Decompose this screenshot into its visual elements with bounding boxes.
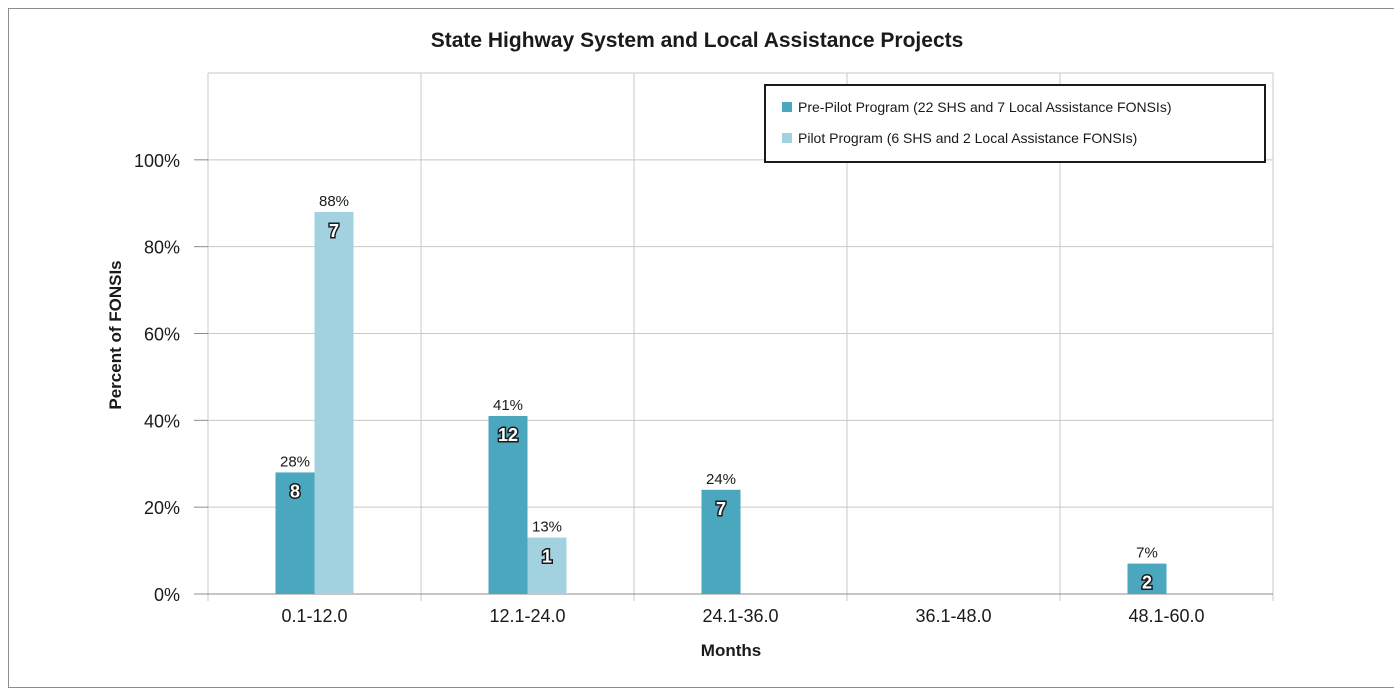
x-tick-label: 48.1-60.0 xyxy=(1128,606,1204,626)
x-tick-label: 24.1-36.0 xyxy=(702,606,778,626)
x-tick-label: 0.1-12.0 xyxy=(281,606,347,626)
percent-label: 28% xyxy=(280,453,310,470)
legend-box xyxy=(764,84,1266,163)
count-label: 1 xyxy=(542,547,552,567)
bar xyxy=(275,472,315,594)
y-axis-title: Percent of FONSIs xyxy=(106,260,125,409)
percent-label: 41% xyxy=(493,397,523,414)
count-label: 7 xyxy=(329,221,339,241)
bar xyxy=(1127,563,1167,594)
y-tick-label: 60% xyxy=(144,325,180,345)
count-label: 2 xyxy=(1142,573,1152,593)
chart-title: State Highway System and Local Assistanc… xyxy=(431,29,964,52)
legend-label: Pre-Pilot Program (22 SHS and 7 Local As… xyxy=(798,99,1171,115)
y-tick-label: 100% xyxy=(134,151,180,171)
legend-label: Pilot Program (6 SHS and 2 Local Assista… xyxy=(798,130,1137,146)
bar xyxy=(701,489,741,594)
x-tick-label: 36.1-48.0 xyxy=(915,606,991,626)
bar xyxy=(314,211,354,594)
x-axis-title: Months xyxy=(701,641,761,660)
count-label: 7 xyxy=(716,499,726,519)
legend-swatch xyxy=(782,133,792,143)
legend: Pre-Pilot Program (22 SHS and 7 Local As… xyxy=(764,84,1266,163)
y-tick-label: 20% xyxy=(144,498,180,518)
percent-label: 24% xyxy=(706,471,736,488)
count-label: 8 xyxy=(290,481,300,501)
x-tick-label: 12.1-24.0 xyxy=(489,606,565,626)
data-labels: 28% 8 41% 12 24% 7 7% 2 88% 7 13% 1 xyxy=(280,193,1158,594)
percent-label: 13% xyxy=(532,519,562,536)
bar-chart: State Highway System and Local Assistanc… xyxy=(106,29,1274,660)
legend-swatch xyxy=(782,102,792,112)
y-tick-label: 40% xyxy=(144,411,180,431)
count-label: 12 xyxy=(498,425,518,445)
bar xyxy=(488,415,528,594)
percent-label: 88% xyxy=(319,193,349,210)
bars xyxy=(275,211,1167,594)
bar xyxy=(527,537,567,594)
y-tick-label: 80% xyxy=(144,238,180,258)
y-tick-label: 0% xyxy=(154,585,180,605)
percent-label: 7% xyxy=(1136,545,1158,562)
